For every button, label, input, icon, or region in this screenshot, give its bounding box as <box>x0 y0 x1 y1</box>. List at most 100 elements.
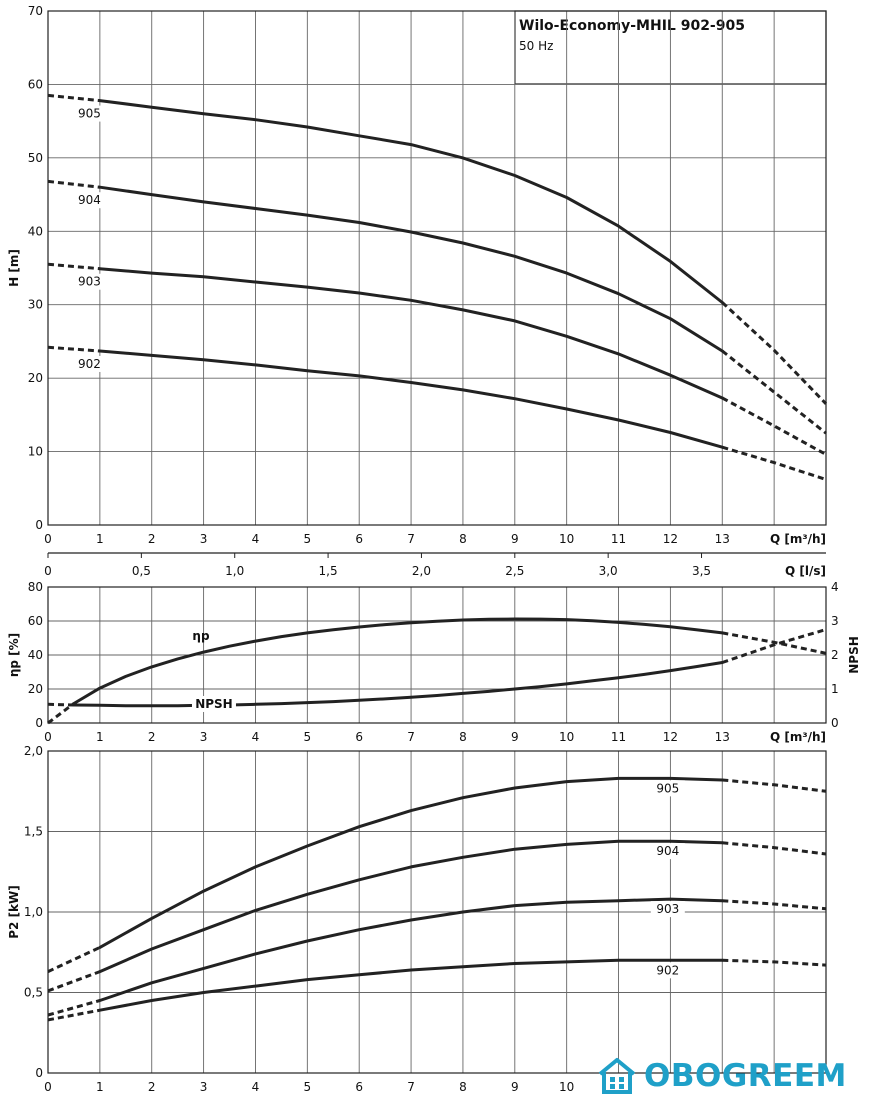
x-tick-label: 4 <box>252 730 260 744</box>
curve-label-903: 903 <box>78 275 101 289</box>
series-905-0-dashed-start <box>47 93 101 103</box>
x-tick-label: 13 <box>715 730 730 744</box>
y-tick-label: 1,5 <box>24 825 43 839</box>
secondary-x-tick-label: 1,0 <box>225 564 244 578</box>
curve-label-bg <box>191 695 236 712</box>
watermark-text: OBOGREEM <box>644 1058 847 1094</box>
curve-label-bg <box>650 780 685 797</box>
secondary-x-tick-label: 3,0 <box>599 564 618 578</box>
curve-label-905: 905 <box>656 781 679 795</box>
gridlines <box>48 587 826 723</box>
y2-tick-label: 2 <box>831 648 839 662</box>
curve-label-bg <box>650 843 685 860</box>
secondary-x-tick-label: 0,5 <box>132 564 151 578</box>
x-tick-label: 10 <box>559 1080 574 1094</box>
y-tick-labels: 0 0,5 1,0 1,5 2,0 <box>24 744 43 1080</box>
y-tick-label: 60 <box>28 77 43 91</box>
watermark-logo: OBOGREEM <box>596 1054 847 1098</box>
curve-labels: 905 904 903 902 ηp NPSH 905 904 903 902 <box>74 105 685 979</box>
y-tick-label: 20 <box>28 371 43 385</box>
series-902-3-dashed-end <box>721 445 827 481</box>
series-904-1-solid <box>98 839 724 974</box>
x-axis-title: Q [m³/h] <box>770 532 826 546</box>
secondary-x-tick-label: 2,0 <box>412 564 431 578</box>
series-p-0-solid <box>72 617 724 705</box>
chart-panel-3: 0 1 2 3 4 5 6 7 8 9 10 0 0,5 1,0 1,5 2,0 P2 [kW] <box>7 744 827 1094</box>
y-tick-label: 0 <box>35 716 43 730</box>
x-tick-label: 2 <box>148 730 156 744</box>
y-axis-title: ηp [%] <box>7 633 21 677</box>
series-NPSH-1-dashed-end <box>721 628 827 664</box>
series-NPSH-1-dashed-start <box>47 702 74 707</box>
y2-tick-label: 1 <box>831 682 839 696</box>
y2-tick-labels: 0 1 2 3 4 <box>831 580 839 730</box>
curve-label-npsh: NPSH <box>195 697 233 711</box>
series-905-0-solid <box>98 776 724 949</box>
x-tick-label: 3 <box>200 532 208 546</box>
series-p-0-dashed-start <box>47 702 75 725</box>
curve-label-bg <box>74 105 106 122</box>
curve-label-903: 903 <box>656 902 679 916</box>
curve-label-904: 904 <box>656 844 679 858</box>
series-903-2-dashed-end <box>722 899 827 911</box>
curve-label-bg <box>74 192 106 209</box>
x-tick-labels: 0 1 2 3 4 5 6 7 8 9 10 11 12 13 <box>44 532 730 546</box>
curve-label-bg <box>650 962 685 979</box>
chart-main-title: Wilo-Economy-MHIL 902-905 <box>519 18 745 34</box>
gridlines <box>48 751 826 1073</box>
x-tick-label: 2 <box>148 532 156 546</box>
series-902-3-solid <box>98 958 724 1012</box>
x-tick-label: 12 <box>663 532 678 546</box>
curves <box>47 617 827 725</box>
x-axis-title: Q [m³/h] <box>770 730 826 744</box>
x-tick-label: 9 <box>511 1080 519 1094</box>
y-tick-labels: 0 10 20 30 40 50 60 70 <box>28 4 43 532</box>
x-tick-label: 5 <box>304 532 312 546</box>
y-tick-label: 60 <box>28 614 43 628</box>
x-tick-label: 4 <box>252 1080 260 1094</box>
series-905-0-dashed-end <box>721 301 828 405</box>
curve-label-bg <box>650 901 685 918</box>
y2-tick-label: 3 <box>831 614 839 628</box>
plot-frame <box>47 750 827 1074</box>
x-tick-label: 3 <box>200 1080 208 1094</box>
series-903-2-solid <box>98 897 724 1002</box>
curve-label-eta: ηp <box>192 629 210 643</box>
x-tick-label: 13 <box>715 532 730 546</box>
y-tick-label: 40 <box>28 224 43 238</box>
y-tick-labels: 0 20 40 60 80 <box>28 580 43 730</box>
curve-label-904: 904 <box>78 193 101 207</box>
series-902-3-dashed-start <box>47 345 101 353</box>
y-tick-label: 10 <box>28 445 43 459</box>
series-902-3-dashed-start <box>47 1008 101 1022</box>
series-904-1-dashed-end <box>722 841 827 856</box>
x-tick-label: 3 <box>200 730 208 744</box>
x-tick-label: 1 <box>96 532 104 546</box>
x-tick-label: 1 <box>96 730 104 744</box>
curve-label-902: 902 <box>656 963 679 977</box>
secondary-x-tick-label: 0 <box>44 564 52 578</box>
x-tick-label: 4 <box>252 532 260 546</box>
y-tick-label: 40 <box>28 648 43 662</box>
curve-label-902: 902 <box>78 357 101 371</box>
chart-frequency-label: 50 Hz <box>519 39 553 53</box>
y2-tick-label: 0 <box>831 716 839 730</box>
y-tick-label: 0 <box>35 518 43 532</box>
y-tick-label: 1,0 <box>24 905 43 919</box>
curve-label-bg <box>74 273 106 290</box>
x-tick-label: 7 <box>407 730 415 744</box>
x-tick-label: 10 <box>559 532 574 546</box>
x-tick-label: 0 <box>44 730 52 744</box>
curve-label-bg <box>74 355 106 372</box>
secondary-x-tick-label: 2,5 <box>505 564 524 578</box>
y-axis-title: P2 [kW] <box>7 885 21 939</box>
x-tick-label: 1 <box>96 1080 104 1094</box>
series-904-1-dashed-end <box>721 349 827 435</box>
series-904-1-solid <box>98 185 724 353</box>
series-903-2-solid <box>98 267 724 400</box>
series-903-2-dashed-start <box>47 262 101 271</box>
curves <box>47 776 827 1022</box>
curves <box>47 93 828 481</box>
x-tick-label: 0 <box>44 1080 52 1094</box>
